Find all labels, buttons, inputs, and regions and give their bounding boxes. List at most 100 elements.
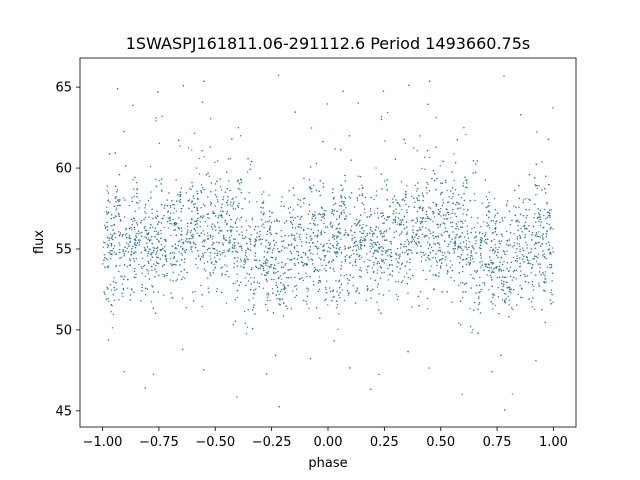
data-point bbox=[439, 225, 441, 227]
data-point bbox=[180, 227, 183, 229]
data-point bbox=[372, 271, 375, 274]
data-point bbox=[324, 231, 326, 234]
data-point bbox=[187, 241, 189, 243]
data-point bbox=[124, 275, 126, 277]
data-point bbox=[473, 248, 475, 250]
data-point bbox=[549, 263, 551, 266]
data-point bbox=[262, 265, 264, 268]
data-point bbox=[269, 243, 272, 245]
data-point bbox=[452, 231, 454, 233]
data-point bbox=[233, 242, 236, 244]
data-point bbox=[416, 217, 418, 219]
data-point bbox=[378, 373, 380, 376]
data-point bbox=[525, 217, 527, 219]
data-point bbox=[241, 231, 243, 233]
data-point bbox=[109, 253, 112, 255]
data-point bbox=[528, 198, 530, 200]
data-point bbox=[359, 231, 361, 233]
data-point bbox=[439, 265, 442, 267]
data-point bbox=[206, 232, 209, 234]
data-point bbox=[432, 170, 435, 172]
data-point bbox=[403, 228, 406, 230]
data-point bbox=[258, 282, 261, 284]
data-point bbox=[235, 196, 237, 198]
data-point bbox=[213, 225, 216, 227]
data-point bbox=[254, 243, 257, 246]
data-point bbox=[336, 210, 338, 212]
data-point bbox=[245, 333, 248, 335]
data-point bbox=[466, 214, 468, 216]
data-point bbox=[475, 163, 477, 165]
data-point bbox=[473, 278, 475, 280]
data-point bbox=[339, 292, 341, 294]
data-point bbox=[166, 275, 168, 277]
data-point bbox=[300, 261, 303, 263]
data-point bbox=[505, 276, 507, 279]
data-point bbox=[344, 256, 346, 258]
data-point bbox=[260, 264, 262, 266]
data-point bbox=[253, 259, 256, 261]
data-point bbox=[271, 278, 273, 281]
data-point bbox=[157, 215, 159, 218]
data-point bbox=[361, 194, 363, 197]
data-point bbox=[230, 219, 232, 221]
data-point bbox=[509, 290, 511, 293]
data-point bbox=[413, 147, 415, 149]
data-point bbox=[317, 270, 320, 272]
data-point bbox=[106, 286, 108, 289]
data-point bbox=[371, 244, 373, 246]
data-point bbox=[483, 235, 486, 237]
data-point bbox=[198, 157, 200, 160]
data-point bbox=[466, 179, 468, 181]
data-point bbox=[302, 202, 305, 204]
data-point bbox=[320, 230, 323, 232]
data-point bbox=[477, 217, 479, 219]
data-point bbox=[253, 281, 255, 283]
data-point bbox=[344, 248, 346, 250]
data-point bbox=[250, 234, 252, 236]
data-point bbox=[108, 153, 111, 155]
data-point bbox=[312, 263, 314, 265]
data-point bbox=[201, 149, 203, 152]
data-point bbox=[354, 261, 356, 263]
data-point bbox=[462, 213, 464, 215]
data-point bbox=[336, 218, 338, 221]
data-point bbox=[263, 212, 265, 214]
data-point bbox=[370, 196, 372, 199]
data-point bbox=[344, 234, 346, 236]
data-point bbox=[238, 183, 241, 185]
data-point bbox=[254, 255, 256, 257]
data-point bbox=[546, 230, 548, 232]
data-point bbox=[462, 204, 464, 206]
data-point bbox=[462, 291, 464, 293]
data-point bbox=[527, 262, 530, 264]
data-point bbox=[492, 220, 495, 222]
data-point bbox=[188, 241, 190, 243]
data-point bbox=[332, 224, 334, 227]
data-point bbox=[534, 176, 536, 179]
data-point bbox=[203, 245, 205, 248]
data-point bbox=[524, 234, 526, 236]
data-point bbox=[324, 226, 327, 228]
data-point bbox=[152, 217, 154, 220]
data-point bbox=[270, 221, 273, 224]
data-point bbox=[308, 204, 311, 206]
data-point bbox=[366, 234, 368, 237]
data-point bbox=[216, 180, 218, 183]
data-point bbox=[194, 290, 196, 293]
data-point bbox=[545, 281, 547, 283]
data-point bbox=[471, 277, 474, 279]
data-point bbox=[300, 241, 303, 243]
data-point bbox=[480, 237, 482, 239]
data-point bbox=[492, 303, 494, 305]
data-point bbox=[419, 220, 421, 223]
data-point bbox=[221, 203, 223, 206]
data-point bbox=[172, 251, 174, 254]
data-point bbox=[139, 239, 141, 241]
data-point bbox=[275, 257, 277, 259]
data-point bbox=[515, 269, 518, 272]
data-point bbox=[168, 227, 170, 229]
data-point bbox=[365, 224, 368, 227]
data-point bbox=[425, 210, 428, 213]
data-point bbox=[118, 204, 120, 207]
